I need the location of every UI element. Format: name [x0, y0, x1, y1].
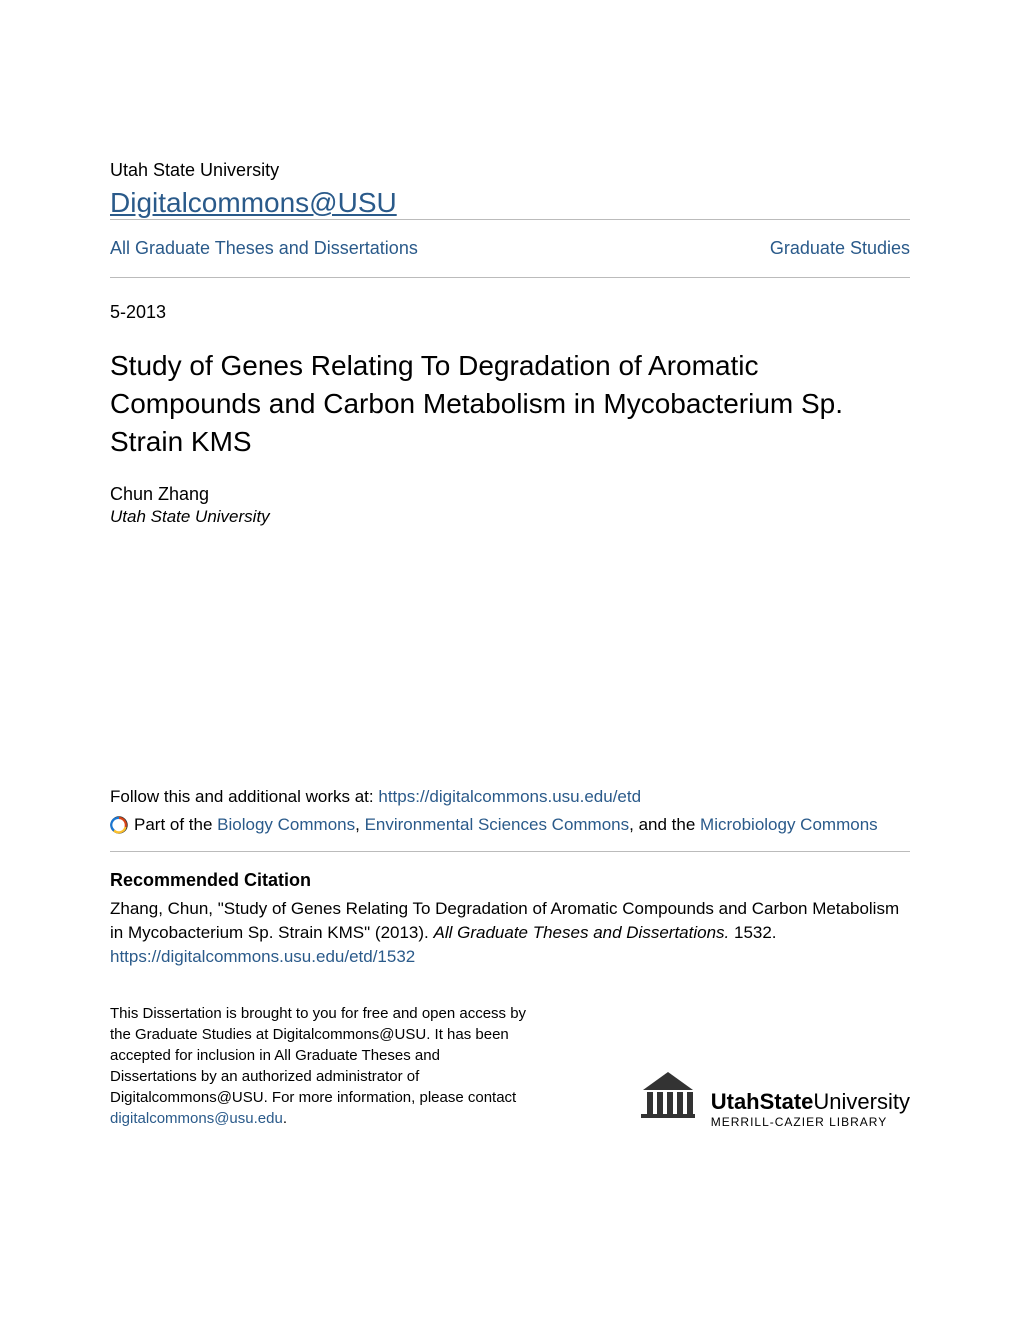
logo-text: UtahStateUniversity MERRILL-CAZIER LIBRA…: [711, 1089, 910, 1129]
citation-heading: Recommended Citation: [110, 870, 910, 891]
partof-link-environmental[interactable]: Environmental Sciences Commons: [365, 815, 630, 834]
footer-text: This Dissertation is brought to you for …: [110, 1003, 530, 1129]
logo-light: University: [813, 1089, 910, 1114]
follow-prefix: Follow this and additional works at:: [110, 787, 378, 806]
footer-contact-email[interactable]: digitalcommons@usu.edu: [110, 1110, 283, 1127]
publication-date: 5-2013: [110, 302, 910, 323]
partof-link-biology[interactable]: Biology Commons: [217, 815, 355, 834]
divider-nav: [110, 277, 910, 278]
footer-text-post: .: [283, 1110, 287, 1127]
nav-link-graduate-studies[interactable]: Graduate Studies: [770, 238, 910, 259]
author-affiliation: Utah State University: [110, 507, 910, 527]
logo-main: UtahStateUniversity: [711, 1089, 910, 1115]
logo-subtitle: MERRILL-CAZIER LIBRARY: [711, 1115, 910, 1129]
partof-text: Part of the Biology Commons, Environment…: [134, 815, 878, 835]
footer-logo: UtahStateUniversity MERRILL-CAZIER LIBRA…: [637, 1070, 910, 1129]
footer-text-pre: This Dissertation is brought to you for …: [110, 1005, 526, 1106]
follow-link[interactable]: https://digitalcommons.usu.edu/etd: [378, 787, 641, 806]
author-name: Chun Zhang: [110, 484, 910, 505]
partof-sep1: ,: [355, 815, 364, 834]
nav-link-collection[interactable]: All Graduate Theses and Dissertations: [110, 238, 418, 259]
header-institution: Utah State University: [110, 160, 910, 181]
partof-row: Part of the Biology Commons, Environment…: [110, 815, 910, 835]
follow-line: Follow this and additional works at: htt…: [110, 787, 910, 807]
citation-link[interactable]: https://digitalcommons.usu.edu/etd/1532: [110, 947, 910, 967]
commons-icon: [110, 816, 128, 834]
document-title: Study of Genes Relating To Degradation o…: [110, 347, 910, 460]
citation-body: Zhang, Chun, "Study of Genes Relating To…: [110, 897, 910, 945]
citation-post: 1532.: [729, 923, 776, 942]
nav-row: All Graduate Theses and Dissertations Gr…: [110, 220, 910, 277]
library-building-icon: [637, 1070, 699, 1129]
partof-link-microbiology[interactable]: Microbiology Commons: [700, 815, 878, 834]
partof-sep2: , and the: [629, 815, 700, 834]
divider-citation: [110, 851, 910, 852]
header-repository-link[interactable]: Digitalcommons@USU: [110, 187, 397, 218]
partof-prefix: Part of the: [134, 815, 217, 834]
logo-bold: UtahState: [711, 1089, 814, 1114]
footer-row: This Dissertation is brought to you for …: [110, 1003, 910, 1129]
citation-ital: All Graduate Theses and Dissertations.: [434, 923, 730, 942]
